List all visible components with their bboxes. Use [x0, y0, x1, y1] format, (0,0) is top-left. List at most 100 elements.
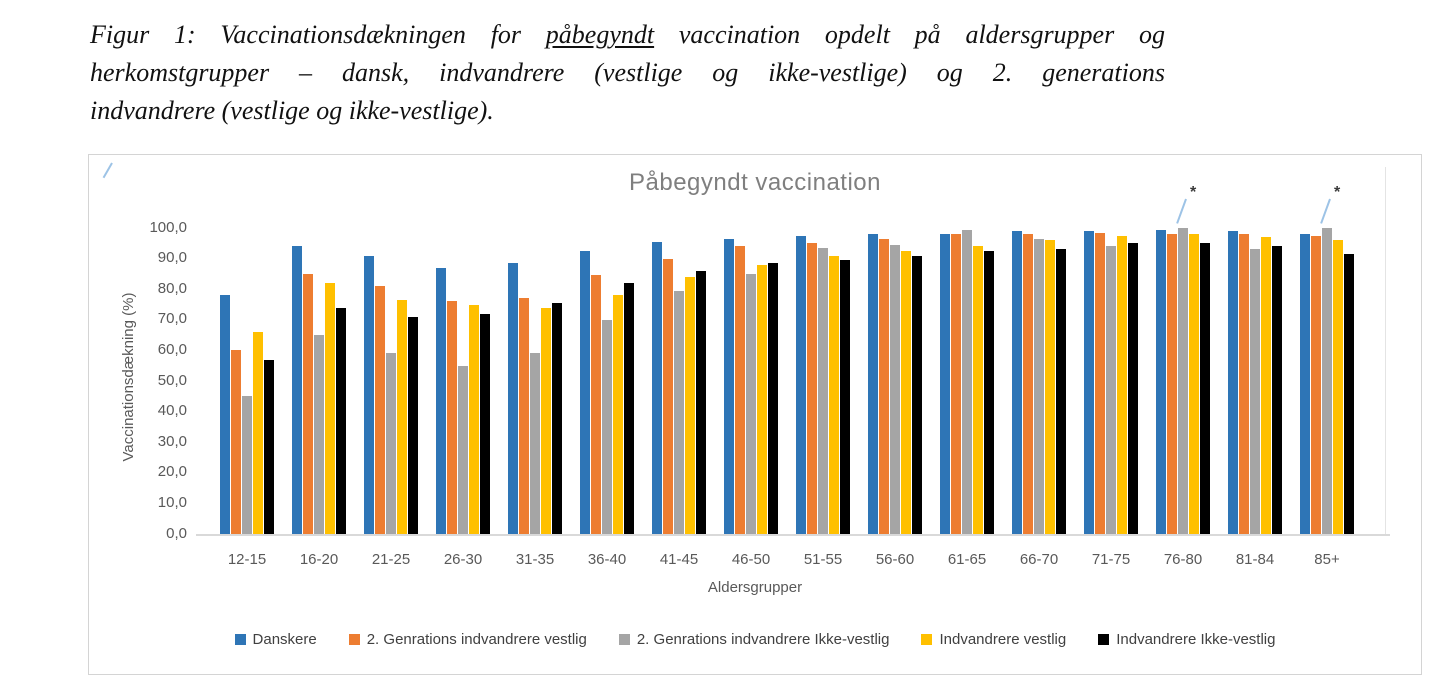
y-tick-label: 80,0 [157, 279, 187, 297]
bar [911, 255, 922, 534]
bar [1227, 231, 1238, 534]
x-tick-label: 76-80 [1163, 551, 1203, 568]
bar [1166, 234, 1177, 534]
bar-group-66-70 [1003, 228, 1075, 534]
bar [435, 267, 446, 534]
x-tick-label: 81-84 [1235, 551, 1275, 568]
chart-title: Påbegyndt vaccination [629, 169, 881, 196]
bar [806, 243, 817, 534]
y-tick-label: 30,0 [157, 432, 187, 450]
bar [252, 332, 263, 534]
bar [1022, 234, 1033, 534]
legend-item: Danskere [234, 631, 317, 648]
x-tick-label: 51-55 [803, 551, 843, 568]
legend-label: 2. Genrations indvandrere Ikke-vestlig [636, 631, 890, 648]
bar [291, 246, 302, 534]
x-tick-label: 85+ [1314, 551, 1340, 568]
x-tick-label: 31-35 [515, 551, 555, 568]
y-tick-label: 100,0 [149, 218, 187, 236]
bar [1155, 229, 1166, 534]
legend-marker-icon [234, 634, 246, 645]
leader-line [1176, 198, 1187, 224]
bar [374, 286, 385, 534]
x-tick-label: 21-25 [371, 551, 411, 568]
bar-group-46-50 [715, 228, 787, 534]
bar [1199, 243, 1210, 534]
bar-group-76-80 [1147, 228, 1219, 534]
bar [1188, 234, 1199, 534]
bar-group-12-15 [211, 228, 283, 534]
x-tick-label: 66-70 [1019, 551, 1059, 568]
bar [878, 238, 889, 534]
y-tick-label: 90,0 [157, 249, 187, 267]
x-tick-label: 71-75 [1091, 551, 1131, 568]
y-tick-label: 60,0 [157, 340, 187, 358]
legend-marker-icon [348, 634, 360, 645]
bar [1044, 240, 1055, 534]
bar [1271, 246, 1282, 534]
bar [1299, 234, 1310, 534]
bar [385, 353, 396, 534]
legend-marker-icon [921, 634, 933, 645]
bar [756, 264, 767, 534]
bar [1094, 232, 1105, 534]
bar [972, 246, 983, 534]
bar [1127, 243, 1138, 534]
bar [230, 350, 241, 534]
bar [817, 247, 828, 534]
bar-group-16-20 [283, 228, 355, 534]
bar [396, 299, 407, 534]
bar [734, 246, 745, 534]
bar [1116, 235, 1127, 534]
bar [961, 229, 972, 534]
bar [551, 302, 562, 534]
x-axis-line [196, 534, 1390, 536]
bar [889, 244, 900, 534]
bar [457, 365, 468, 534]
bar [1321, 228, 1332, 534]
bar [1105, 246, 1116, 534]
x-axis-title: Aldersgrupper [707, 579, 803, 596]
bar-group-31-35 [499, 228, 571, 534]
footnote-asterisk: * [1334, 184, 1341, 201]
x-tick-label: 41-45 [659, 551, 699, 568]
bar [335, 307, 346, 534]
bar [939, 234, 950, 534]
bar [219, 295, 230, 534]
bar [1033, 238, 1044, 534]
bar [313, 335, 324, 534]
legend-item: Indvandrere vestlig [921, 631, 1066, 648]
y-tick-label: 40,0 [157, 402, 187, 420]
x-tick-label: 36-40 [587, 551, 627, 568]
bar [407, 316, 418, 534]
plot-area [192, 228, 1382, 534]
x-tick-label: 56-60 [875, 551, 915, 568]
y-tick-label: 0,0 [166, 524, 187, 542]
y-tick-label: 10,0 [157, 493, 187, 511]
figure-caption: Figur 1: Vaccinationsdækningen for påbeg… [90, 16, 1165, 130]
bar [867, 234, 878, 534]
bar-group-61-65 [931, 228, 1003, 534]
legend-item: 2. Genrations indvandrere Ikke-vestlig [618, 631, 890, 648]
bar [695, 270, 706, 534]
bar [1343, 254, 1354, 534]
bar [839, 260, 850, 534]
bar [529, 353, 540, 534]
bar-group-36-40 [571, 228, 643, 534]
caption-text: vaccination opdelt på aldersgrupper og [654, 20, 1165, 49]
bar [1260, 237, 1271, 534]
bar [302, 273, 313, 534]
bar-group-71-75 [1075, 228, 1147, 534]
legend-marker-icon [1098, 634, 1110, 645]
bar [579, 250, 590, 534]
bar [623, 283, 634, 534]
y-tick-label: 50,0 [157, 371, 187, 389]
legend-marker-icon [618, 634, 630, 645]
caption-text: Figur 1: Vaccinationsdækningen for [90, 20, 546, 49]
bar [723, 238, 734, 534]
x-tick-label: 12-15 [227, 551, 267, 568]
bar [540, 307, 551, 534]
bar [828, 255, 839, 534]
bar [479, 313, 490, 534]
